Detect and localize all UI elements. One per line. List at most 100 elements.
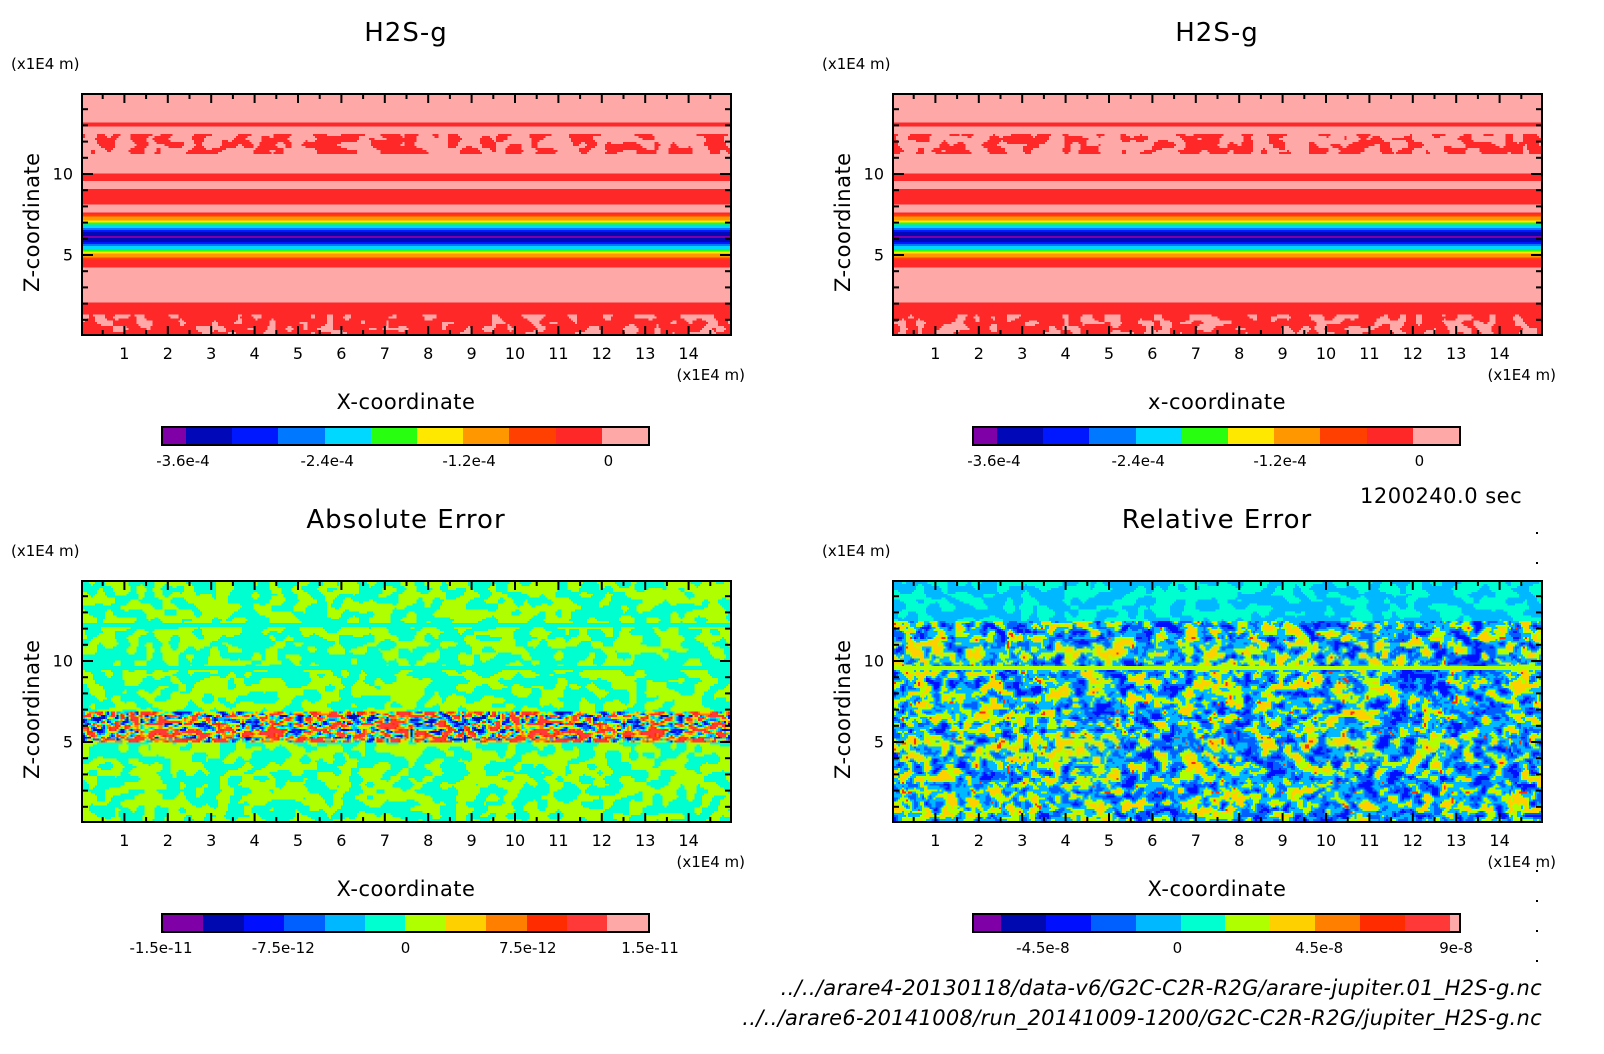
heatmap-plot [81,93,732,336]
y-tick-label: 10 [52,651,73,671]
axis-ticks [892,93,1543,336]
colorbar-swatch [555,428,602,444]
colorbar-swatch [1366,428,1413,444]
x-tick-label: 13 [1446,831,1467,850]
colorbar-swatch [1270,915,1316,931]
colorbar-swatch [607,915,648,931]
x-tick-label: 8 [423,831,434,850]
x-tick-label: 14 [1489,344,1510,363]
colorbar-tick-label: -2.4e-4 [1111,452,1165,470]
panel-layered-1: H2S-g (x1E4 m) Z-coordinate 1 2 3 4 5 6 7 8 9 10 11 12… [811,0,1604,480]
y-tick-label: 5 [873,732,884,752]
x-tick-label: 6 [1147,344,1158,363]
x-axis-label: X-coordinate [336,390,476,414]
y-axis-label: Z-coordinate [831,152,855,292]
colorbar-swatch [163,428,187,444]
file-path-1: ../../arare4-20130118/data-v6/G2C-C2R-R2… [780,976,1542,1000]
x-tick-label: 14 [678,831,699,850]
x-axis-label: X-coordinate [1147,877,1287,901]
axis-ticks [81,93,732,336]
x-axis-label: X-coordinate [336,877,476,901]
x-tick-label: 1 [119,344,130,363]
colorbar-swatch [1000,915,1046,931]
y-tick-label: 10 [863,651,884,671]
x-tick-label: 2 [973,831,984,850]
x-tick-label: 3 [206,344,217,363]
x-tick-label: 5 [292,831,304,850]
heatmap-canvas [83,582,730,821]
colorbar-swatch [365,915,406,931]
x-tick-label: 10 [504,831,526,850]
x-tick-label: 12 [591,344,612,363]
colorbar-swatch [203,915,244,931]
colorbar-swatch [974,428,998,444]
heatmap-canvas [894,582,1541,821]
y-axis-label: Z-coordinate [20,152,44,292]
marker-dot [1536,532,1538,534]
colorbar-tick-label: -3.6e-4 [156,452,210,470]
x-tick-label: 5 [1103,831,1115,850]
y-tick-label: 10 [52,164,73,184]
x-tick-label: 12 [591,831,612,850]
colorbar-tick-label: -1.2e-4 [1253,452,1307,470]
axis-ticks [81,580,732,823]
colorbar-swatch [1225,915,1271,931]
x-tick-label: 7 [1190,344,1201,363]
colorbar-swatch [974,915,1001,931]
x-tick-label: 12 [1402,344,1423,363]
colorbar-swatch [278,428,325,444]
x-tick-label: 8 [1234,831,1245,850]
x-unit-label: (x1E4 m) [1487,853,1556,871]
x-tick-label: 13 [635,344,656,363]
colorbar-swatch [445,915,487,931]
colorbar-tick-label: 0 [400,939,411,957]
x-tick-label: 11 [1359,344,1380,363]
colorbar-swatch [1320,428,1367,444]
colorbar [161,913,650,933]
colorbar-swatch [1360,915,1406,931]
x-tick-label: 11 [548,831,569,850]
colorbar-swatch [567,915,608,931]
x-tick-label: 2 [973,344,984,363]
colorbar-tick-label: -7.5e-12 [251,939,315,957]
chart-title: Relative Error [1121,505,1313,535]
x-tick-label: 9 [1277,831,1288,850]
x-tick-label: 10 [504,344,526,363]
colorbar-tick-label: 4.5e-8 [1295,939,1344,957]
y-axis-label: Z-coordinate [831,639,855,779]
colorbar-swatch [1450,915,1459,931]
x-tick-label: 9 [1277,344,1288,363]
x-tick-label: 4 [1060,831,1071,850]
colorbar-tick-label: -1.2e-4 [442,452,496,470]
time-label: 1200240.0 sec [1360,484,1523,508]
x-unit-label: (x1E4 m) [676,366,745,384]
colorbar-swatch [1043,428,1090,444]
x-tick-label: 7 [1190,831,1201,850]
marker-dot [1536,870,1538,872]
colorbar-swatch [417,428,464,444]
x-tick-label: 4 [1060,344,1071,363]
y-tick-label: 5 [62,732,73,752]
colorbar-swatch [1181,428,1229,444]
heatmap-canvas [83,95,730,334]
colorbar-tick-label: -2.4e-4 [300,452,354,470]
colorbar-tick-label: 0 [1172,939,1183,957]
panel-layered-0: H2S-g (x1E4 m) Z-coordinate 1 2 3 4 5 6 7 8 9 10 11 12… [0,0,800,480]
colorbar-tick-label: -4.5e-8 [1016,939,1070,957]
colorbar-tick-label: 0 [1414,452,1425,470]
colorbar-swatch [463,428,510,444]
colorbar-swatch [1089,428,1136,444]
colorbar-swatch [284,915,325,931]
x-tick-label: 10 [1315,344,1337,363]
x-tick-label: 7 [379,831,390,850]
colorbar-swatch [1090,915,1136,931]
colorbar-swatch [1135,915,1181,931]
x-tick-label: 14 [678,344,699,363]
x-tick-label: 6 [1147,831,1158,850]
x-tick-label: 1 [119,831,130,850]
x-tick-label: 8 [1234,344,1245,363]
x-tick-label: 2 [162,344,173,363]
x-tick-label: 11 [548,344,569,363]
marker-dot [1536,960,1538,962]
colorbar-swatch [1228,428,1275,444]
